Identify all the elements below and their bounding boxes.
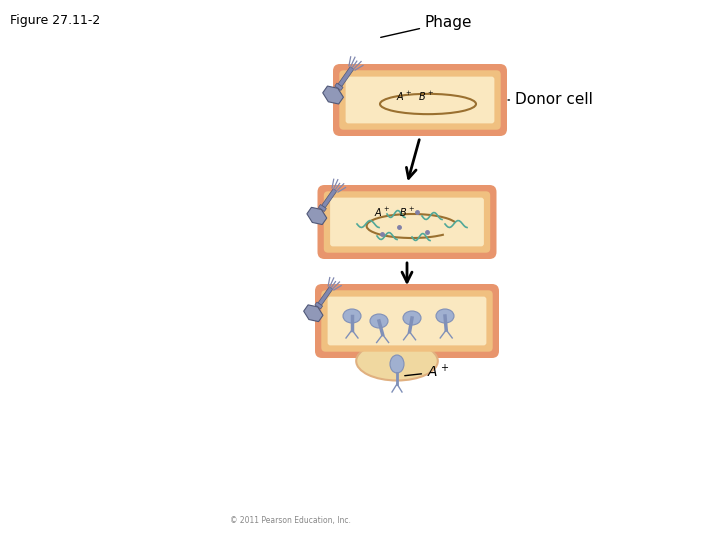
Ellipse shape bbox=[370, 314, 388, 328]
Polygon shape bbox=[307, 207, 327, 225]
Bar bbox=[315, 302, 323, 309]
Text: Donor cell: Donor cell bbox=[508, 92, 593, 107]
Text: $A^+$  $B^+$: $A^+$ $B^+$ bbox=[396, 90, 434, 103]
Text: $A^+$: $A^+$ bbox=[405, 363, 449, 381]
FancyBboxPatch shape bbox=[328, 296, 487, 346]
Ellipse shape bbox=[390, 355, 404, 373]
FancyBboxPatch shape bbox=[315, 284, 499, 358]
Bar bbox=[335, 83, 343, 90]
Bar bbox=[322, 189, 337, 208]
Ellipse shape bbox=[436, 309, 454, 323]
FancyBboxPatch shape bbox=[330, 198, 484, 246]
FancyBboxPatch shape bbox=[339, 70, 500, 130]
FancyBboxPatch shape bbox=[321, 291, 492, 352]
Text: Phage: Phage bbox=[381, 15, 472, 37]
Polygon shape bbox=[304, 305, 323, 322]
Ellipse shape bbox=[343, 309, 361, 323]
Text: © 2011 Pearson Education, Inc.: © 2011 Pearson Education, Inc. bbox=[230, 516, 351, 525]
Ellipse shape bbox=[403, 311, 421, 325]
Bar bbox=[338, 67, 354, 86]
FancyBboxPatch shape bbox=[333, 64, 507, 136]
FancyBboxPatch shape bbox=[324, 191, 490, 253]
Text: $A^+$   $B^+$: $A^+$ $B^+$ bbox=[374, 205, 415, 219]
FancyBboxPatch shape bbox=[318, 185, 497, 259]
Text: Figure 27.11-2: Figure 27.11-2 bbox=[10, 14, 100, 27]
FancyBboxPatch shape bbox=[346, 77, 495, 124]
Ellipse shape bbox=[356, 341, 438, 381]
Bar bbox=[318, 205, 326, 212]
Bar bbox=[318, 287, 333, 305]
Polygon shape bbox=[323, 86, 343, 104]
